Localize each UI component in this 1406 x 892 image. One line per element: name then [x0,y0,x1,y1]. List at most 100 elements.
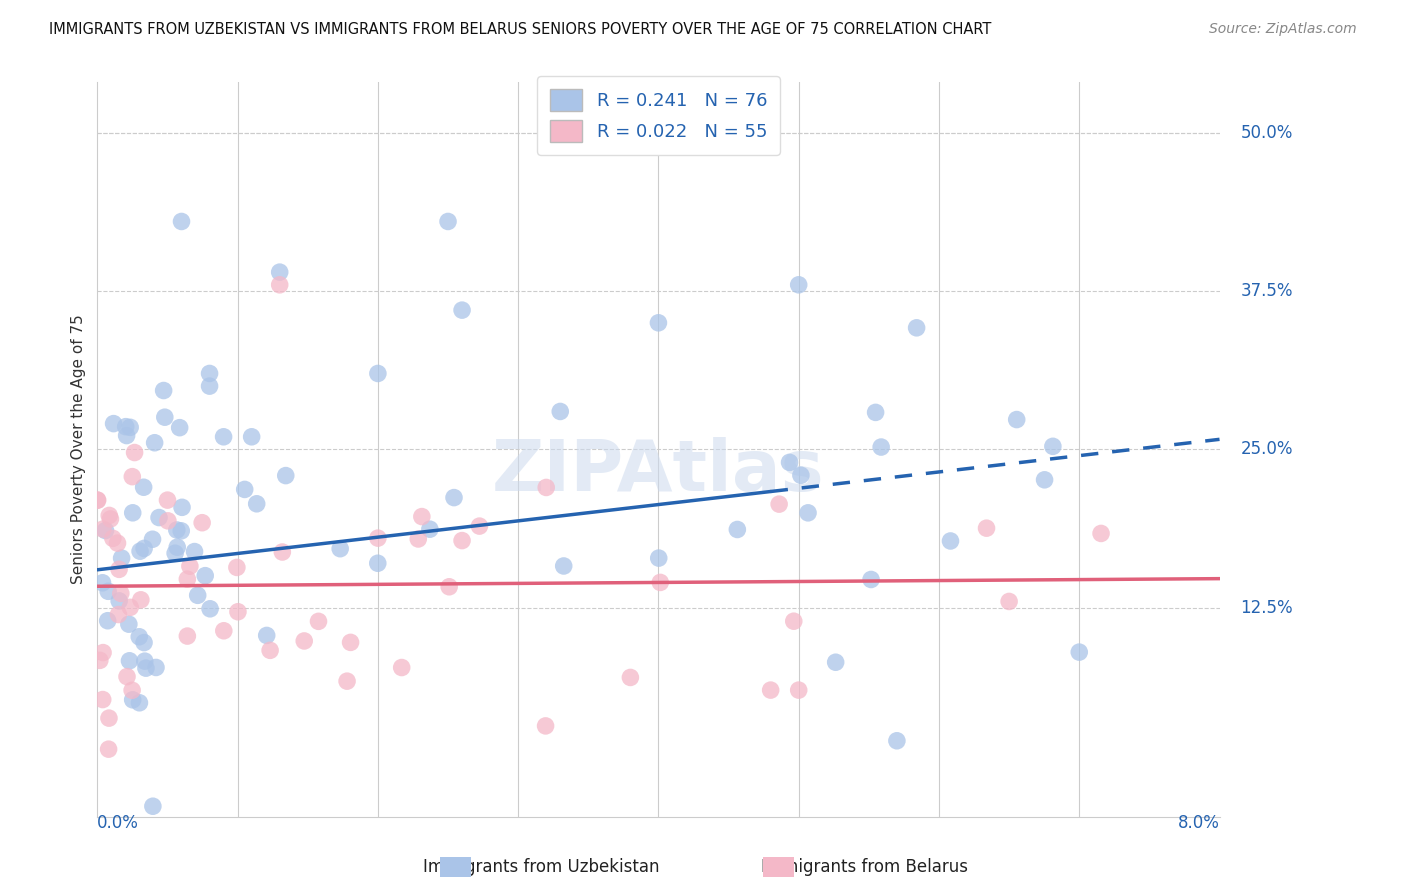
Point [110,551,132,566]
Point [107,607,129,622]
Point [865,405,887,419]
Point [870,440,893,454]
Point [824,655,846,669]
Text: Immigrants from Uzbekistan: Immigrants from Uzbekistan [423,858,659,876]
Point [212,430,235,444]
Point [118,654,141,668]
Point [97,584,120,599]
Point [169,420,191,434]
Point [183,544,205,558]
Point [148,510,170,524]
Point [176,629,198,643]
Point [419,522,441,536]
Point [121,683,143,698]
Point [271,545,294,559]
Point [308,615,330,629]
Text: 25.0%: 25.0% [1240,441,1294,458]
Point [91,646,114,660]
Legend: R = 0.241   N = 76, R = 0.022   N = 55: R = 0.241 N = 76, R = 0.022 N = 55 [537,77,780,155]
Point [787,277,810,292]
Point [246,497,269,511]
Text: 8.0%: 8.0% [1178,814,1219,832]
Point [101,532,124,546]
Point [768,497,790,511]
Point [100,512,122,526]
Point [1005,412,1028,426]
Point [860,573,883,587]
Point [121,693,143,707]
Point [779,455,801,469]
Point [274,468,297,483]
Point [128,696,150,710]
Point [226,605,249,619]
Point [336,674,359,689]
Point [91,692,114,706]
Point [115,428,138,442]
Point [145,660,167,674]
Point [725,523,748,537]
Point [451,303,474,318]
Text: 37.5%: 37.5% [1240,282,1294,300]
Point [124,445,146,459]
Text: Source: ZipAtlas.com: Source: ZipAtlas.com [1209,22,1357,37]
Point [886,733,908,747]
Point [534,480,557,494]
Point [129,544,152,558]
Point [166,523,188,537]
Point [198,602,221,616]
Point [110,586,132,600]
Point [367,531,389,545]
Point [141,533,163,547]
Point [259,643,281,657]
Point [269,265,291,279]
Point [905,321,928,335]
Point [292,634,315,648]
Point [619,670,641,684]
Point [134,654,156,668]
Point [451,533,474,548]
Point [406,532,429,546]
Point [107,536,129,550]
Point [648,551,671,566]
Point [179,559,201,574]
Point [89,653,111,667]
Point [108,594,131,608]
Point [339,635,361,649]
Point [225,560,247,574]
Point [165,546,187,560]
Point [120,600,142,615]
Point [97,711,120,725]
Point [468,519,491,533]
Point [759,683,782,698]
Point [998,594,1021,608]
Point [797,506,820,520]
Point [176,572,198,586]
Point [783,614,806,628]
Point [170,214,193,228]
Point [91,522,114,536]
Point [391,660,413,674]
Point [97,614,120,628]
Point [647,316,669,330]
Point [194,568,217,582]
Point [143,435,166,450]
Text: IMMIGRANTS FROM UZBEKISTAN VS IMMIGRANTS FROM BELARUS SENIORS POVERTY OVER THE A: IMMIGRANTS FROM UZBEKISTAN VS IMMIGRANTS… [49,22,991,37]
Point [187,588,209,602]
Point [437,580,460,594]
Point [134,541,156,556]
Text: Immigrants from Belarus: Immigrants from Belarus [761,858,969,876]
Point [121,469,143,483]
Point [443,491,465,505]
Point [976,521,998,535]
Point [108,562,131,576]
Point [534,719,557,733]
Point [650,575,672,590]
Point [329,541,352,556]
Point [198,367,221,381]
Point [170,524,193,538]
Point [198,379,221,393]
Point [240,430,263,444]
Point [98,508,121,523]
Point [152,384,174,398]
Point [269,277,291,292]
